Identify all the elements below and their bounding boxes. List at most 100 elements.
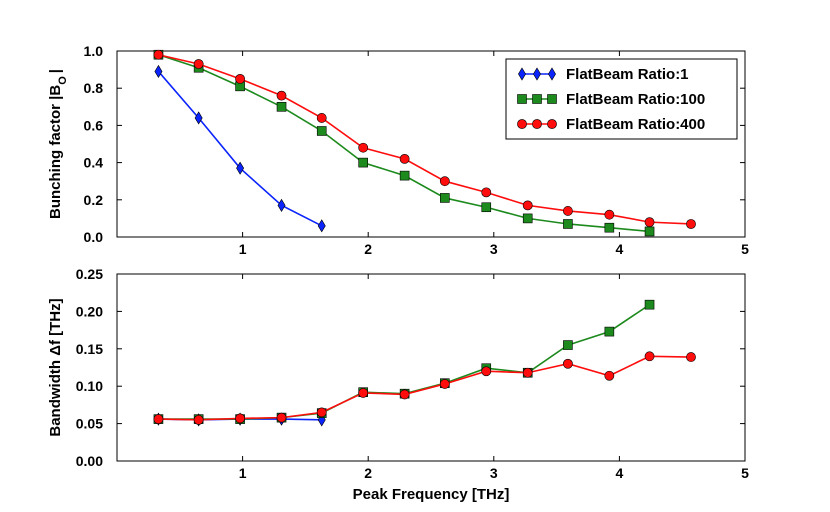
data-point-circle: [153, 414, 164, 425]
y-axis-label-main: Bunching factor |B: [47, 85, 64, 219]
data-point-diamond: [194, 111, 203, 125]
data-point-square: [522, 213, 533, 224]
data-point-diamond: [277, 198, 286, 212]
data-point-circle: [522, 200, 533, 211]
axes-frame: [116, 273, 746, 462]
legend-label: FlatBeam Ratio:400: [566, 116, 705, 133]
legend: FlatBeam Ratio:1 FlatBeam Ratio:100 FlatBe…: [505, 58, 738, 140]
legend-marker: [533, 67, 541, 81]
legend-entry-square: FlatBeam Ratio:100: [517, 91, 705, 108]
data-point-circle: [358, 142, 369, 153]
data-point-circle: [193, 414, 204, 425]
y-tick-label: 0.15: [76, 341, 103, 357]
x-tick-label: 1: [239, 465, 247, 481]
data-point-circle: [358, 388, 369, 398]
data-point-circle: [399, 153, 410, 164]
data-point-circle: [604, 370, 615, 381]
x-axis-label: Peak Frequency [THz]: [353, 486, 510, 503]
y-tick-label: 0.25: [76, 266, 103, 282]
data-point-circle: [276, 412, 287, 423]
legend-marker: [547, 119, 557, 129]
data-point-circle: [686, 219, 696, 229]
data-point-square: [563, 219, 573, 229]
legend-entry-diamond: FlatBeam Ratio:1: [518, 66, 689, 83]
data-point-circle: [644, 351, 655, 362]
data-point-circle: [604, 209, 615, 220]
data-point-square: [604, 326, 615, 337]
legend-label: FlatBeam Ratio:100: [566, 91, 705, 108]
data-point-circle: [563, 206, 573, 216]
data-point-square: [644, 226, 655, 237]
x-tick-label: 5: [741, 465, 749, 481]
legend-marker: [547, 94, 557, 104]
x-tick-label: 3: [490, 465, 498, 481]
axes-frame: [116, 50, 746, 238]
x-tick-label: 2: [364, 241, 372, 257]
panel-top-bunching-factor: 1 2 3 4 5 0.0 0.2 0.4 0.6 0.8 1.0 Bunching factor |…: [47, 43, 749, 257]
series-line: [157, 70, 323, 227]
data-point-diamond: [317, 219, 326, 233]
x-tick-label: 2: [364, 465, 372, 481]
series-line: [158, 304, 650, 420]
legend-marker: [517, 94, 527, 104]
data-point-circle: [193, 59, 204, 69]
data-point-circle: [235, 74, 245, 84]
y-axis-label: Bandwidth Δf [THz]: [47, 298, 64, 436]
data-point-diamond: [236, 161, 245, 175]
data-point-square: [481, 202, 492, 213]
data-point-circle: [481, 366, 492, 377]
data-point-circle: [644, 217, 655, 228]
data-point-circle: [235, 413, 245, 424]
legend-marker: [548, 67, 556, 81]
data-point-circle: [439, 176, 450, 187]
data-point-circle: [153, 49, 164, 60]
y-axis-label: Bunching factor |BO |: [47, 69, 69, 219]
x-tick-label: 1: [239, 241, 247, 257]
y-tick-label: 0.4: [84, 155, 104, 171]
y-tick-label: 0.6: [84, 117, 104, 133]
series-circle: [153, 351, 696, 425]
y-axis-label-tail: |: [47, 69, 64, 73]
data-point-square: [440, 193, 450, 203]
data-point-circle: [563, 358, 573, 369]
y-tick-label: 0.20: [76, 303, 103, 319]
data-point-square: [644, 299, 655, 310]
series-square: [153, 299, 655, 424]
series-line: [158, 355, 692, 421]
series-diamond: [154, 64, 326, 233]
data-point-square: [276, 102, 287, 112]
data-point-circle: [439, 379, 450, 389]
y-axis-label-main: Bandwidth Δf [THz]: [47, 298, 64, 436]
data-point-circle: [316, 407, 327, 418]
data-point-diamond: [154, 64, 163, 79]
x-tick-label: 4: [616, 241, 624, 257]
data-point-circle: [686, 352, 696, 362]
legend-label: FlatBeam Ratio:1: [566, 66, 689, 83]
data-point-square: [358, 157, 368, 168]
data-point-circle: [399, 389, 410, 400]
panel-bottom-bandwidth: 1 2 3 4 5 0.00 0.05 0.10 0.15 0.20 0.25 Bandwidth Δ…: [47, 266, 749, 503]
data-point-square: [604, 222, 615, 233]
series-square: [153, 49, 655, 237]
x-tick-label: 4: [616, 465, 624, 481]
x-tick-label: 3: [490, 241, 498, 257]
legend-marker: [517, 119, 527, 129]
x-tick-label: 5: [741, 241, 749, 257]
y-tick-label: 0.10: [76, 378, 103, 394]
legend-entry-circle: FlatBeam Ratio:400: [517, 116, 705, 133]
series-circle: [153, 49, 696, 229]
y-tick-label: 1.0: [84, 43, 104, 59]
data-point-circle: [481, 187, 492, 198]
legend-marker: [518, 67, 526, 81]
legend-marker: [532, 94, 542, 104]
data-point-circle: [276, 90, 287, 101]
series-line: [158, 53, 692, 225]
y-tick-label: 0.00: [76, 453, 103, 469]
data-point-square: [563, 340, 573, 350]
data-point-square: [399, 170, 410, 181]
y-tick-label: 0.8: [84, 80, 104, 96]
y-tick-label: 0.05: [76, 416, 103, 432]
y-tick-label: 0.2: [84, 192, 104, 208]
y-tick-label: 0.0: [84, 229, 104, 245]
